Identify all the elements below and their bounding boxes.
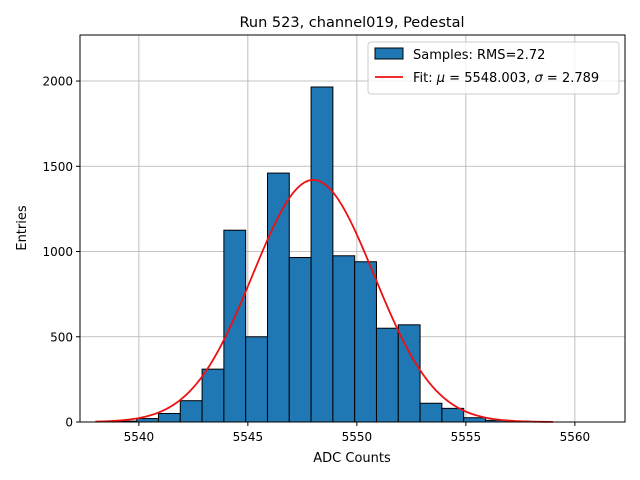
- x-tick-label: 5540: [124, 430, 155, 444]
- legend-samples-swatch: [374, 47, 404, 60]
- legend-box: [367, 41, 620, 95]
- legend-sigma-value: 2.789: [562, 71, 599, 86]
- histogram-bar: [201, 368, 225, 423]
- legend-mu-value: 5548.003: [464, 71, 526, 86]
- plot-frame: [79, 34, 626, 423]
- histogram-bar: [332, 255, 356, 423]
- legend: Samples: RMS=2.72 Fit: μ = 5548.003, σ =…: [367, 41, 620, 95]
- histogram-bar: [441, 407, 465, 423]
- y-axis-label: Entries: [15, 205, 30, 251]
- x-axis-ticks: 5540 5545 5550 5555 5560: [124, 422, 591, 444]
- y-tick-label: 500: [50, 330, 73, 344]
- y-tick-label: 1000: [42, 245, 73, 259]
- x-tick-label: 5555: [451, 430, 482, 444]
- chart-title: Run 523, channel019, Pedestal: [239, 15, 464, 31]
- x-tick-label: 5545: [233, 430, 264, 444]
- histogram-bar: [179, 400, 203, 423]
- legend-samples-label: Samples: RMS=2.72: [413, 48, 545, 63]
- histogram-bar: [463, 417, 486, 423]
- y-tick-label: 1500: [42, 160, 73, 174]
- x-axis-label: ADC Counts: [313, 451, 391, 466]
- y-axis-ticks: 0 500 1000 1500 2000: [42, 75, 80, 430]
- x-tick-label: 5560: [560, 430, 591, 444]
- histogram-bar: [419, 402, 443, 423]
- legend-mu-symbol: μ: [436, 71, 445, 86]
- legend-separator: ,: [526, 71, 534, 86]
- histogram-bar: [310, 86, 334, 423]
- fit-curve-group: [95, 179, 554, 423]
- gaussian-fit-curve: [95, 179, 554, 423]
- histogram-bar: [288, 256, 312, 423]
- x-tick-label: 5550: [342, 430, 373, 444]
- y-tick-label: 2000: [42, 75, 73, 89]
- histogram-bar: [136, 418, 159, 423]
- legend-mu-equals: =: [445, 71, 464, 86]
- legend-fit-prefix: Fit:: [413, 71, 437, 86]
- histogram-bar: [354, 261, 377, 423]
- histogram-bar: [266, 172, 290, 423]
- histogram-bar: [375, 327, 399, 423]
- legend-sigma-equals: =: [543, 71, 562, 86]
- histogram-bar: [157, 412, 181, 423]
- legend-fit-label: Fit: μ = 5548.003, σ = 2.789: [413, 71, 599, 86]
- legend-sigma-symbol: σ: [535, 71, 544, 86]
- histogram-bar: [223, 229, 247, 423]
- y-tick-label: 0: [65, 416, 73, 430]
- histogram-bar: [245, 336, 268, 423]
